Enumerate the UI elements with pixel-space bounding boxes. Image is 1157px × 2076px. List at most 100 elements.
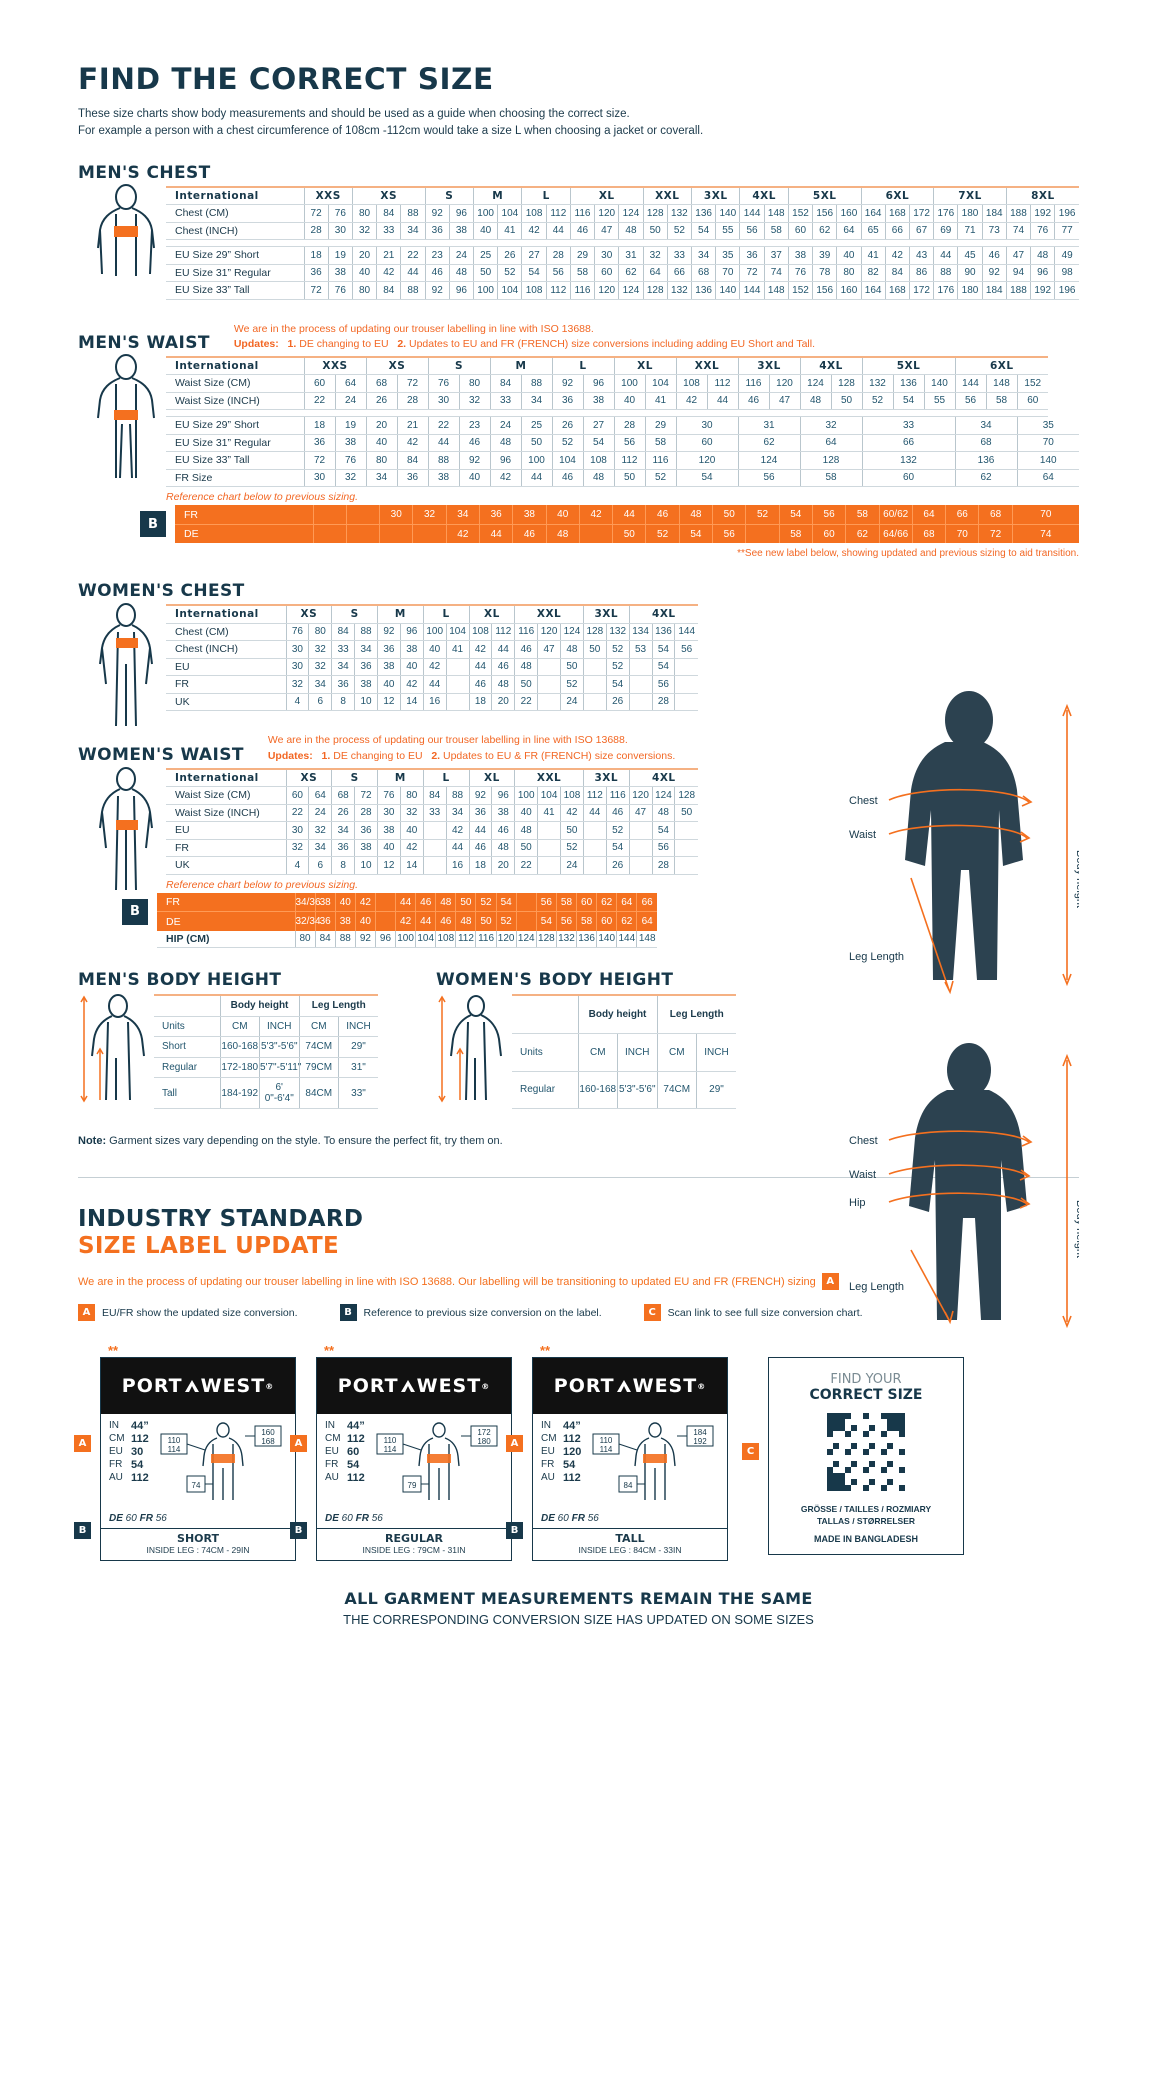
mw-col-xxs: XXS: [304, 355, 367, 376]
table-cell: 28: [354, 804, 378, 823]
table-cell: [629, 821, 653, 840]
body-height-cell: 74CM: [657, 1071, 697, 1110]
table-cell: 76: [335, 451, 367, 470]
hip-cell: 124: [516, 930, 537, 949]
body-height-cell: 160-168: [578, 1071, 618, 1110]
table-cell: 84: [376, 281, 402, 300]
table-cell: [583, 839, 607, 858]
orange-cell: 70: [1012, 505, 1079, 525]
orange-cell: 52: [496, 911, 517, 931]
table-cell: 76: [328, 281, 353, 300]
col-xxs: XXS: [304, 185, 353, 205]
label-field-value: 44”: [347, 1420, 365, 1433]
table-cell: 40: [366, 434, 398, 453]
table-cell: 40: [377, 839, 401, 858]
table-cell: 132: [606, 623, 630, 642]
table-cell: 6: [308, 693, 333, 712]
orange-cell: 38: [512, 505, 547, 525]
hip-cell: 100: [395, 930, 417, 949]
table-row: Waist Size (INCH) 22 24 26 28 30 32 33 34 36 38 40 4…: [166, 392, 1079, 411]
table-cell: 44: [933, 246, 959, 265]
table-cell: 136: [893, 374, 925, 393]
table-cell: 68: [331, 786, 356, 805]
orange-cell: [745, 524, 780, 544]
table-cell: 62: [618, 264, 644, 282]
table-row: UK 4 6 8 10 12 14 16 18 20 22 24 26 28: [166, 693, 698, 712]
label-field-key: IN: [541, 1420, 551, 1432]
wc-col-3xl: 3XL: [583, 604, 630, 624]
qr-card[interactable]: FIND YOUR CORRECT SIZE GRÖSSE / TAILLES …: [768, 1357, 964, 1556]
mw-col-xxl: XXL: [676, 355, 739, 376]
label-field: EU 30: [109, 1446, 159, 1459]
table-cell: 32: [286, 675, 310, 694]
table-cell: 8: [331, 693, 356, 712]
table-row: Chest (INCH) 30 32 33 34 36 38 40 41 42 44 46 47 48 50…: [166, 640, 698, 659]
table-cell: 54: [676, 469, 739, 488]
body-height-row: Regular 160-168 5'3"-5'6" 74CM 29": [512, 1071, 736, 1110]
table-cell: 48: [583, 469, 615, 488]
orange-cell: 68: [978, 505, 1013, 525]
table-cell: 28: [652, 856, 676, 875]
table-cell: 36: [377, 640, 401, 659]
mens-waist-label-col: International: [166, 355, 305, 376]
body-height-cell: 184-192: [220, 1077, 260, 1110]
orange-cell: 54: [496, 892, 517, 913]
mens-waist-note-2-num: 2.: [397, 337, 407, 350]
body-height-cell: 79CM: [299, 1057, 339, 1079]
table-cell: 20: [491, 856, 516, 875]
label-field-value: 120: [563, 1446, 582, 1459]
label-field-key: CM: [541, 1433, 557, 1445]
mens-waist-header-row: International XXS XS S M L XL XXL 3XL 4X…: [166, 355, 1079, 376]
table-cell: 24: [560, 693, 584, 712]
made-in-text: MADE IN BANGLADESH: [813, 1534, 918, 1545]
qr-code-icon[interactable]: [827, 1413, 905, 1492]
body-height-cell: 33": [338, 1077, 378, 1110]
orange-cell: 62: [596, 892, 618, 913]
table-cell: 196: [1054, 281, 1079, 300]
table-cell: 34: [366, 469, 398, 488]
orange-cell: 40: [355, 911, 376, 931]
table-cell: 56: [955, 392, 987, 411]
qr-title-1: FIND YOUR: [830, 1372, 902, 1388]
table-cell: 140: [715, 281, 741, 300]
orange-cell: 42: [395, 911, 417, 931]
womens-waist-note-1-text: DE changing to EU: [333, 749, 423, 762]
table-row: FR 32 34 36 38 40 42 44 46 48 50 52 54 56: [166, 839, 698, 858]
footer-line-1: ALL GARMENT MEASUREMENTS REMAIN THE SAME: [344, 1589, 813, 1609]
orange-cell: 58: [576, 911, 598, 931]
table-cell: 52: [667, 222, 693, 240]
mens-waist-previous-table: FR 30 32 34 36 38 40 42 44 46 48 50 52 54 56 58 60/62 64 6…: [175, 505, 1079, 544]
womens-waist-body: Waist Size (CM) 60 64 68 72 76 80 84 88 92 96 100 10…: [166, 786, 698, 875]
table-cell: 48: [1030, 246, 1056, 265]
orange-cell: [379, 524, 414, 544]
table-row: UK 4 6 8 10 12 14 16 18 20 22 24 26 28: [166, 856, 698, 875]
table-cell: 54: [652, 821, 676, 840]
mw-col-3xl: 3XL: [738, 355, 801, 376]
orange-cell: 56: [712, 524, 747, 544]
row-label: UK: [166, 856, 287, 875]
table-cell: 70: [715, 264, 741, 282]
mens-body-height-body: Short 160-168 5'3"-5'6" 74CM 29" Regular 172-1…: [154, 1036, 378, 1110]
mbh-unit-row: Units CM INCH CM INCH: [154, 1016, 378, 1038]
table-cell: 92: [982, 264, 1007, 282]
table-cell: 72: [304, 451, 336, 470]
table-cell: 66: [862, 434, 956, 453]
label-box: PORT WEST ® IN 44” CM 112 EU 30 FR 54 AU 112 110 11…: [100, 1357, 296, 1562]
hip-cell: 116: [475, 930, 497, 949]
label-field: AU 112: [325, 1472, 375, 1485]
portwest-logo-icon: [616, 1379, 631, 1392]
table-cell: 34: [521, 392, 553, 411]
table-cell: 38: [354, 839, 378, 858]
badge-b-label: B: [290, 1522, 307, 1540]
table-cell: 90: [957, 264, 983, 282]
table-cell: 124: [738, 451, 801, 470]
table-cell: 28: [652, 693, 676, 712]
table-cell: 35: [1017, 416, 1079, 435]
orange-cell: 60: [596, 911, 618, 931]
orange-cell: 60: [812, 524, 847, 544]
orange-row: FR 34/36 38 40 42 44 46 48 50 52 54 56 58 60 62 64 66: [157, 892, 657, 913]
wc-col-xxl: XXL: [514, 604, 584, 624]
wbh-group-leg-length: Leg Length: [657, 994, 736, 1034]
label-field: IN 44”: [325, 1420, 375, 1433]
